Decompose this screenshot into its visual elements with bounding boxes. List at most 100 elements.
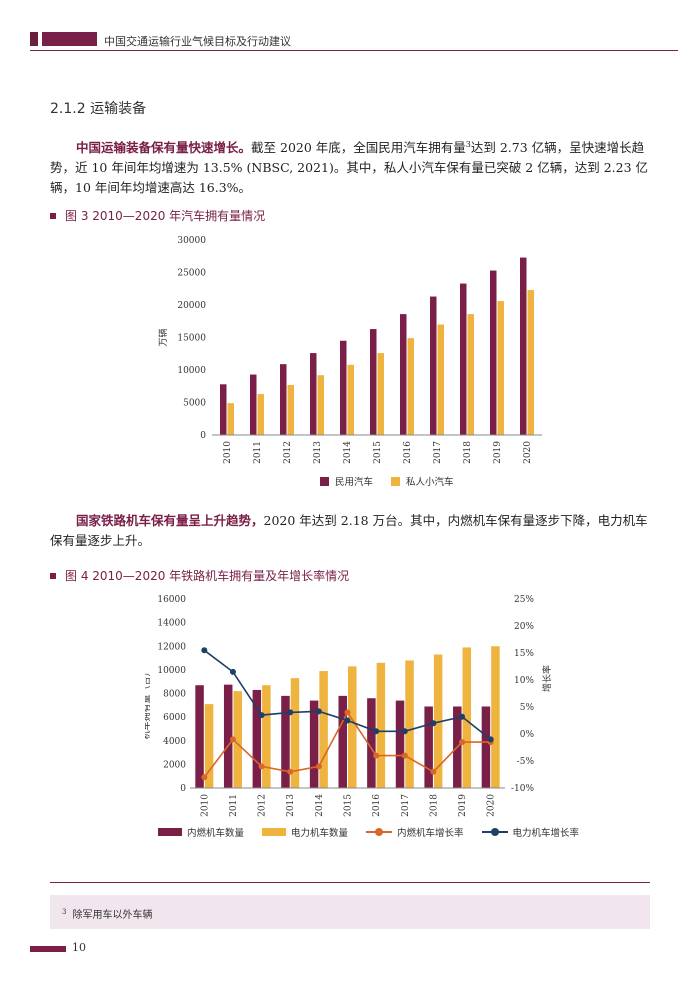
bar: [376, 662, 386, 788]
y-axis-label: 万辆: [157, 328, 169, 346]
legend-item-private-cars: 私人小汽车: [391, 474, 454, 488]
data-point: [201, 774, 208, 781]
data-point: [459, 739, 466, 746]
y2-tick-label: 15%: [514, 649, 534, 659]
bar: [527, 290, 534, 435]
y-tick-label: 10000: [177, 366, 206, 376]
data-point: [287, 768, 294, 775]
vehicle-ownership-chart: 0 5000 10000 15000 20000 25000 30000 万辆 2010 2011…: [157, 236, 542, 464]
paragraph-text: 截至 2020 年底，全国民用汽车拥有量: [251, 140, 466, 156]
bar: [405, 660, 414, 788]
bar: [262, 685, 271, 788]
y-tick-label: 8000: [163, 690, 186, 700]
bar: [227, 403, 234, 435]
bar: [367, 698, 376, 788]
footnote: 3 除军用车以外车辆: [62, 906, 152, 921]
caption-bullet-icon: [50, 572, 56, 579]
x-tick-label: 2010: [223, 441, 233, 464]
figure-3-caption-text: 图 3 2010—2020 年汽车拥有量情况: [65, 209, 266, 223]
y2-tick-label: 10%: [514, 676, 534, 686]
legend-label: 电力机车数量: [291, 828, 349, 839]
data-point: [373, 728, 380, 735]
header-accent-block: [30, 32, 38, 46]
x-tick-label: 2012: [283, 441, 293, 464]
data-point: [401, 752, 408, 759]
bar: [309, 700, 319, 788]
header-accent-bar: [42, 32, 97, 46]
bar: [252, 689, 262, 788]
data-point: [258, 763, 265, 770]
bar: [317, 375, 324, 435]
y-tick-label: 2000: [163, 760, 186, 770]
x-tick-label: 2014: [315, 794, 325, 817]
legend-label: 内燃机车数量: [187, 828, 245, 839]
bar: [400, 314, 407, 435]
paragraph-lead: 国家铁路机车保有量呈上升趋势，: [76, 513, 264, 528]
bar: [407, 338, 414, 435]
data-point: [315, 708, 322, 715]
caption-bullet-icon: [50, 212, 56, 219]
x-tick-label: 2013: [286, 794, 296, 817]
legend-line-marker: [366, 828, 393, 836]
bar: [347, 364, 354, 435]
x-tick-label: 2012: [258, 794, 268, 817]
paragraph-text: 2020 年达到 2.18 万台。其中，内燃机车保有量逐步下降，电力机车保有量逐…: [50, 513, 648, 548]
x-tick-label: 2013: [313, 441, 323, 464]
x-tick-label: 2017: [433, 441, 443, 464]
y2-tick-label: 20%: [514, 622, 534, 632]
y2-tick-label: 5%: [520, 703, 535, 713]
y-tick-label: 4000: [163, 737, 186, 747]
y-tick-label: 16000: [157, 595, 186, 605]
x-tick-label: 2016: [403, 441, 413, 464]
y-tick-label: 14000: [157, 619, 186, 629]
y-tick-label: 15000: [177, 334, 206, 344]
x-tick-label: 2011: [229, 794, 239, 817]
data-point: [373, 752, 380, 759]
footnote-reference: 3: [465, 140, 471, 149]
data-point: [459, 713, 466, 720]
legend-swatch: [320, 476, 329, 486]
data-point: [487, 736, 494, 743]
bar: [481, 706, 491, 788]
footnote-text: 除军用车以外车辆: [72, 910, 153, 921]
data-point: [430, 720, 437, 727]
x-tick-label: 2020: [523, 441, 533, 464]
bar: [195, 685, 204, 788]
locomotive-chart: 0 2000 4000 6000 8000 10000 12000 14000 16000 -10…: [145, 595, 553, 817]
data-point: [287, 709, 294, 716]
legend-item-electric-count: 电力机车数量: [262, 825, 348, 839]
legend-label: 民用汽车: [335, 477, 374, 488]
bar: [290, 678, 300, 788]
bar: [280, 364, 287, 435]
y-tick-label: 25000: [177, 269, 206, 279]
y2-axis-label: 增长率: [541, 665, 553, 692]
figure-4-caption-text: 图 4 2010—2020 年铁路机车拥有量及年增长率情况: [65, 569, 350, 583]
x-tick-label: 2020: [487, 794, 497, 817]
header-rule: [30, 50, 678, 51]
x-tick-label: 2011: [253, 441, 263, 464]
bar: [233, 691, 242, 788]
bar: [467, 314, 474, 435]
x-tick-label: 2014: [343, 441, 353, 464]
y-tick-label: 0: [180, 784, 186, 794]
data-point: [229, 736, 236, 743]
x-tick-label: 2017: [401, 794, 411, 817]
y-tick-label: 0: [200, 431, 206, 441]
data-point: [344, 709, 351, 716]
y2-tick-label: -10%: [511, 784, 534, 794]
x-tick-label: 2015: [373, 441, 383, 464]
y-tick-label: 20000: [177, 301, 206, 311]
bar: [462, 647, 472, 788]
bar: [491, 646, 500, 788]
bar: [424, 706, 433, 788]
bar: [250, 374, 257, 435]
bar: [490, 270, 497, 435]
y-tick-label: 12000: [157, 642, 186, 652]
bar: [437, 324, 444, 435]
bar: [370, 329, 377, 435]
paragraph-text: 达到 2.73 亿辆，呈快速增长趋势，近 10 年间年均增速为 13.5% (N…: [50, 140, 649, 196]
data-point: [201, 647, 208, 654]
x-tick-label: 2016: [372, 794, 382, 817]
data-point: [229, 668, 236, 675]
bar: [223, 684, 233, 788]
